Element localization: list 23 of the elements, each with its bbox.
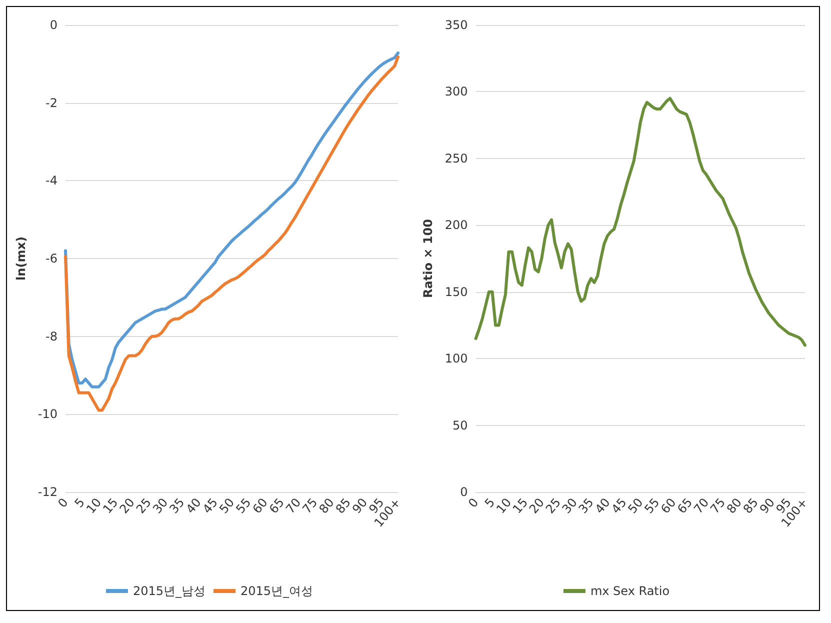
line-series [474,96,806,347]
x-tick-label: 0 [466,496,482,510]
y-tick-label: 100 [444,352,468,366]
y-tick-label: -2 [46,96,58,110]
y-tick-label: 0 [50,18,58,32]
y-tick-label: 200 [444,218,468,232]
y-tick-label: 150 [444,284,468,299]
y-tick-label: 300 [444,84,468,99]
y-tick-label: -6 [46,252,58,266]
x-tick-label: 0 [55,496,71,510]
y-tick-label: 250 [444,151,468,166]
y-axis-title: ln(mx) [14,236,28,280]
y-tick-label: 50 [452,418,468,432]
legend-label: 2015년_남성 [132,584,206,598]
y-tick-label: -10 [38,407,58,422]
legend-label: mx Sex Ratio [590,584,670,598]
y-tick-label: -12 [38,485,58,499]
y-tick-label: -4 [46,174,58,188]
y-tick-label: 0 [460,485,468,499]
y-tick-label: -8 [46,329,58,344]
y-tick-label: 350 [444,18,468,32]
legend-label: 2015년_여성 [240,584,314,598]
y-axis-title: Ratio × 100 [421,219,435,298]
